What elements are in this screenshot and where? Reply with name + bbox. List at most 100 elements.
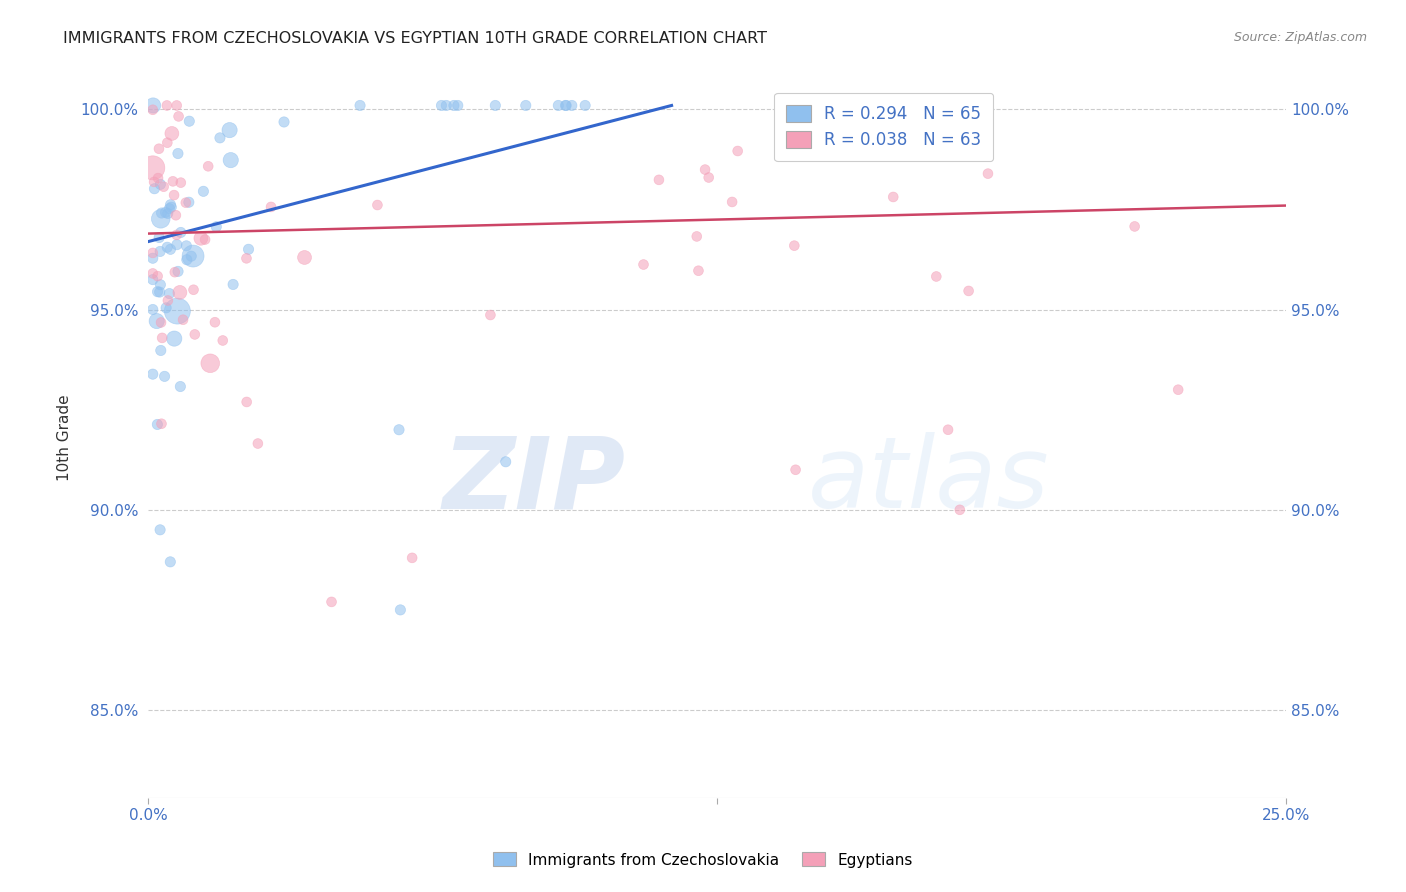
Point (166, 98, 188, 112)
Point (156, 293, 179, 308)
Point (142, 251, 165, 265)
Point (200, 356, 222, 370)
Point (163, 332, 186, 346)
Point (238, 242, 260, 256)
Point (146, 269, 169, 284)
Text: IMMIGRANTS FROM CZECHOSLOVAKIA VS EGYPTIAN 10TH GRADE CORRELATION CHART: IMMIGRANTS FROM CZECHOSLOVAKIA VS EGYPTI… (63, 31, 768, 46)
Point (183, 283, 205, 297)
Point (160, 127, 183, 141)
Point (555, 98, 578, 112)
Point (146, 285, 169, 299)
Point (159, 243, 181, 257)
Point (205, 219, 228, 234)
Point (149, 343, 172, 358)
Point (142, 272, 165, 286)
Point (693, 162, 716, 177)
Point (167, 109, 190, 123)
Point (167, 264, 190, 278)
Point (783, 238, 806, 252)
Point (146, 417, 169, 432)
Point (142, 103, 165, 117)
Point (273, 115, 295, 129)
Point (388, 423, 411, 437)
Point (162, 174, 184, 188)
Point (194, 233, 217, 247)
Point (156, 206, 179, 220)
Point (447, 98, 470, 112)
Point (153, 369, 176, 384)
Point (222, 277, 245, 292)
Point (156, 98, 179, 112)
Point (163, 265, 186, 279)
Text: Source: ZipAtlas.com: Source: ZipAtlas.com (1233, 31, 1367, 45)
Text: ZIP: ZIP (443, 433, 626, 530)
Y-axis label: 10th Grade: 10th Grade (58, 394, 72, 481)
Point (142, 267, 165, 281)
Point (697, 170, 720, 185)
Point (181, 249, 204, 263)
Point (434, 98, 457, 112)
Point (176, 239, 198, 253)
Point (170, 176, 193, 190)
Point (149, 211, 172, 226)
Point (211, 334, 233, 348)
Point (150, 331, 173, 345)
Point (143, 182, 166, 196)
Point (1123, 219, 1146, 234)
Point (686, 229, 709, 244)
Point (172, 312, 194, 326)
Point (184, 327, 207, 342)
Point (152, 179, 174, 194)
Point (170, 226, 193, 240)
Point (219, 153, 242, 168)
Point (479, 308, 502, 322)
Point (149, 285, 172, 299)
Point (142, 367, 165, 381)
Point (936, 423, 959, 437)
Point (349, 98, 371, 112)
Point (903, 99, 925, 113)
Point (155, 205, 177, 219)
Point (515, 98, 537, 112)
Point (157, 286, 180, 301)
Point (633, 258, 655, 272)
Point (218, 123, 240, 137)
Point (260, 200, 283, 214)
Point (174, 195, 197, 210)
Point (484, 98, 506, 112)
Point (366, 198, 388, 212)
Point (648, 173, 671, 187)
Point (142, 302, 165, 317)
Point (197, 159, 219, 173)
Point (561, 98, 583, 112)
Point (148, 142, 170, 156)
Point (149, 277, 172, 292)
Point (1167, 383, 1189, 397)
Point (146, 171, 169, 186)
Text: atlas: atlas (808, 433, 1050, 530)
Point (208, 131, 231, 145)
Point (142, 161, 165, 175)
Point (574, 98, 596, 112)
Point (688, 264, 710, 278)
Point (159, 198, 181, 212)
Point (163, 188, 186, 202)
Point (430, 98, 453, 112)
Point (977, 167, 1000, 181)
Point (547, 98, 569, 112)
Point (160, 200, 183, 214)
Point (785, 463, 807, 477)
Point (156, 136, 179, 150)
Legend: Immigrants from Czechoslovakia, Egyptians: Immigrants from Czechoslovakia, Egyptian… (486, 847, 920, 873)
Point (155, 301, 177, 315)
Point (169, 379, 191, 393)
Point (159, 555, 181, 569)
Point (148, 230, 170, 244)
Point (190, 231, 212, 245)
Point (177, 195, 200, 210)
Point (389, 603, 412, 617)
Point (150, 206, 173, 220)
Point (204, 315, 226, 329)
Point (727, 144, 749, 158)
Point (143, 175, 166, 189)
